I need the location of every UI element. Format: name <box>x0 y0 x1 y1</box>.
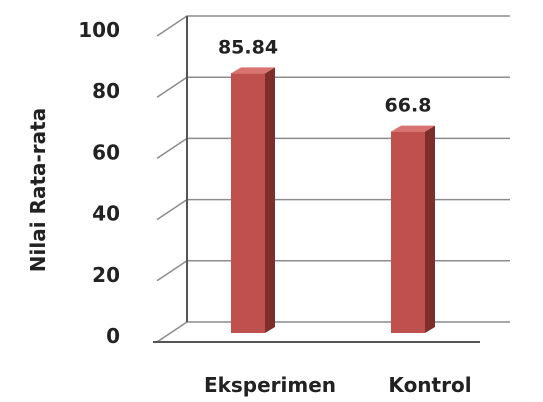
gridline <box>157 16 510 36</box>
x-category-label: Kontrol <box>388 373 471 397</box>
gridline <box>157 322 510 342</box>
y-tick-label: 60 <box>92 140 120 164</box>
bar-side <box>265 67 275 333</box>
gridlines <box>157 16 510 342</box>
data-label: 66.8 <box>385 95 432 117</box>
gridline <box>157 77 510 97</box>
y-tick-label: 0 <box>106 324 120 348</box>
y-tick-label: 80 <box>92 79 120 103</box>
y-tick-label: 100 <box>78 18 120 42</box>
y-tick-labels: 0 20 40 60 80 100 <box>78 18 120 348</box>
bar-front <box>391 132 425 333</box>
bar-eksperimen <box>231 67 275 333</box>
bar-kontrol <box>391 126 435 333</box>
y-tick-label: 40 <box>92 202 120 226</box>
y-axis-title: Nilai Rata-rata <box>26 108 50 272</box>
y-tick-label: 20 <box>92 263 120 287</box>
category-labels: Eksperimen Kontrol <box>204 373 472 397</box>
bar-side <box>425 126 435 333</box>
x-category-label: Eksperimen <box>204 373 336 397</box>
gridline <box>157 138 510 158</box>
bar-front <box>231 73 265 333</box>
data-label: 85.84 <box>218 36 278 58</box>
gridline <box>157 261 510 281</box>
gridline <box>157 200 510 220</box>
